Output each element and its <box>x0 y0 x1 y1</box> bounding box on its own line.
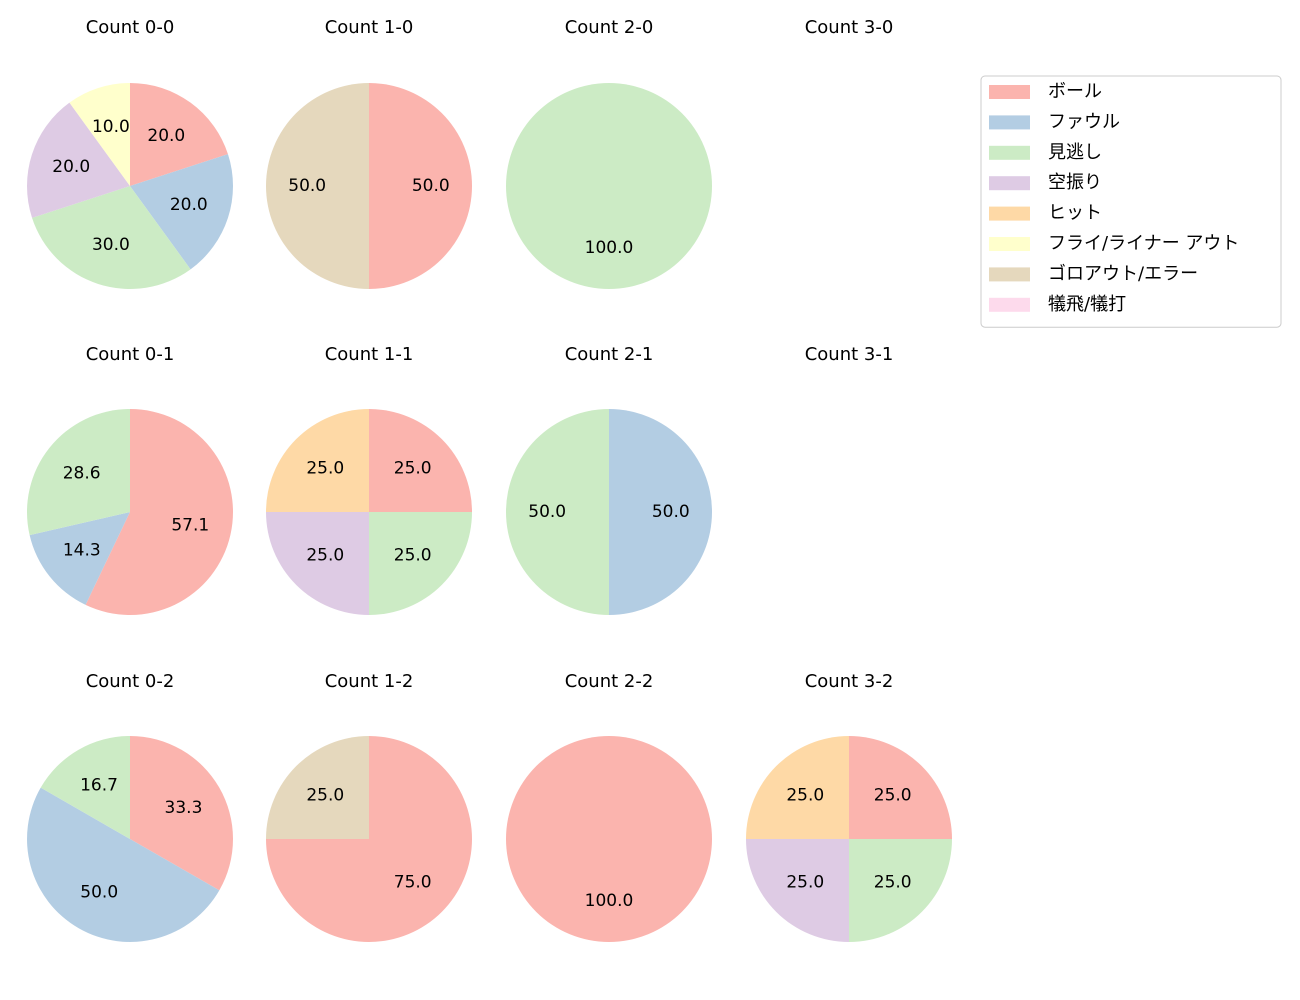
slice-label: 57.1 <box>171 516 209 536</box>
slice-label: 20.0 <box>147 126 185 146</box>
pie-title: Count 2-0 <box>565 17 654 38</box>
slice-label: 25.0 <box>394 546 432 566</box>
legend-label: ファウル <box>1048 111 1120 132</box>
legend-label: ゴロアウト/エラー <box>1048 263 1198 284</box>
pie-slice <box>130 736 233 891</box>
legend-box <box>980 75 1282 328</box>
pie-slice <box>369 83 472 289</box>
slice-label: 16.7 <box>80 776 118 796</box>
legend-label: 空振り <box>1048 172 1102 193</box>
pie-slice <box>130 83 228 186</box>
pie-slice <box>27 102 131 218</box>
pie-slice <box>746 839 849 942</box>
slice-label: 25.0 <box>786 785 824 805</box>
slice-label: 50.0 <box>528 502 566 522</box>
pie-slice <box>506 83 712 289</box>
pie-slice <box>266 409 369 512</box>
pie-slice <box>266 83 369 289</box>
pie-slice <box>266 736 369 839</box>
slice-label: 20.0 <box>52 157 90 177</box>
pie-slice <box>130 154 234 270</box>
legend-swatch <box>989 145 1030 160</box>
slice-label: 10.0 <box>92 117 130 137</box>
slice-label: 25.0 <box>306 546 344 566</box>
slice-label: 33.3 <box>165 798 203 818</box>
legend-swatch <box>989 115 1030 130</box>
slice-label: 100.0 <box>585 891 634 911</box>
legend-label: 見逃し <box>1048 142 1102 163</box>
pie-slice <box>27 787 220 942</box>
pie-slice <box>506 736 712 942</box>
pie-title: Count 3-0 <box>805 17 894 38</box>
pie-slice <box>85 409 233 615</box>
pie-title: Count 0-0 <box>86 17 175 38</box>
pie-title: Count 1-0 <box>325 17 414 38</box>
pie-slice <box>849 839 952 942</box>
pie-title: Count 1-1 <box>325 344 414 365</box>
legend-swatch <box>989 176 1030 191</box>
pie-title: Count 1-2 <box>325 671 414 692</box>
slice-label: 25.0 <box>786 873 824 893</box>
legend-label: 犠飛/犠打 <box>1048 294 1126 315</box>
legend-swatch <box>989 85 1030 99</box>
pie-slice <box>266 512 369 615</box>
legend-swatch <box>989 237 1030 251</box>
pie-slice <box>506 409 609 615</box>
pie-title: Count 2-1 <box>565 344 654 365</box>
slice-label: 50.0 <box>652 502 690 522</box>
slice-label: 75.0 <box>394 873 432 893</box>
slice-label: 50.0 <box>412 176 450 196</box>
slice-label: 25.0 <box>306 785 344 805</box>
legend-swatch <box>989 267 1030 282</box>
pie-slice <box>369 512 472 615</box>
slice-label: 25.0 <box>874 873 912 893</box>
slice-label: 20.0 <box>170 195 208 215</box>
legend-swatch <box>989 297 1030 312</box>
pie-title: Count 0-1 <box>86 344 175 365</box>
pie-title: Count 3-1 <box>805 344 894 365</box>
slice-label: 28.6 <box>63 464 101 484</box>
slice-label: 14.3 <box>63 541 101 561</box>
slice-label: 30.0 <box>92 235 130 255</box>
pie-title: Count 3-2 <box>805 671 894 692</box>
pie-slice <box>746 736 849 839</box>
legend-label: フライ/ライナー アウト <box>1048 233 1239 254</box>
pie-slice <box>32 186 191 289</box>
pie-title: Count 0-2 <box>86 671 175 692</box>
legend-swatch <box>989 206 1030 221</box>
pie-title: Count 2-2 <box>565 671 654 692</box>
slice-label: 100.0 <box>585 238 634 258</box>
pie-slice <box>40 736 130 839</box>
legend-label: ヒット <box>1048 203 1102 224</box>
slice-label: 50.0 <box>80 883 118 903</box>
pie-slice <box>369 409 472 512</box>
pie-slice <box>609 409 712 615</box>
slice-label: 25.0 <box>306 458 344 478</box>
pie-slice <box>29 512 130 605</box>
pie-slice <box>69 83 130 186</box>
slice-label: 25.0 <box>874 785 912 805</box>
slice-label: 25.0 <box>394 458 432 478</box>
pie-slice <box>849 736 952 839</box>
slice-label: 50.0 <box>288 176 326 196</box>
pie-slice <box>26 409 130 536</box>
legend-label: ボール <box>1048 81 1102 102</box>
